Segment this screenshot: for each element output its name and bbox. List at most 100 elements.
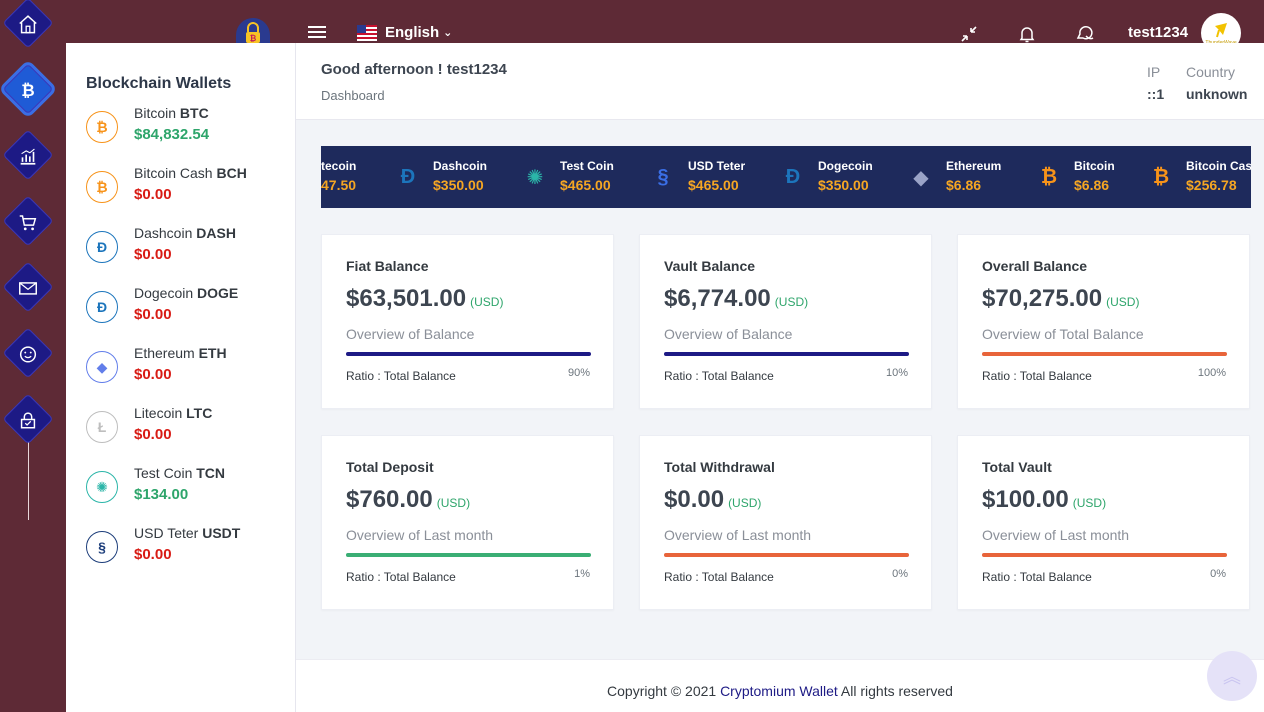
bitcoin-icon: ₿ bbox=[21, 82, 34, 100]
usdt-icon: § bbox=[86, 531, 118, 563]
ticker-coin-price: 47.50 bbox=[321, 177, 357, 193]
rail-home-button[interactable] bbox=[2, 0, 54, 49]
litecoin-icon: Ł bbox=[86, 411, 118, 443]
wallet-balance: $0.00 bbox=[134, 546, 172, 563]
card-title: Fiat Balance bbox=[346, 258, 429, 274]
balance-card: Fiat Balance $63,501.00 (USD) Overview of B… bbox=[321, 234, 614, 409]
hamburger-menu-icon[interactable] bbox=[308, 26, 326, 42]
bell-icon[interactable] bbox=[1017, 24, 1037, 44]
card-amount: $100.00 (USD) bbox=[982, 486, 1107, 513]
card-title: Total Withdrawal bbox=[664, 459, 775, 475]
ticker-coin-name: tecoin bbox=[321, 159, 357, 173]
wallet-item[interactable]: ✺ Test Coin TCN $134.00 bbox=[86, 465, 286, 509]
wallet-item[interactable]: ₿ Bitcoin Cash BCH $0.00 bbox=[86, 165, 286, 209]
footer-brand-link[interactable]: Cryptomium Wallet bbox=[720, 683, 838, 699]
wallet-balance: $0.00 bbox=[134, 426, 172, 443]
us-flag-icon bbox=[357, 24, 377, 41]
card-amount: $0.00 (USD) bbox=[664, 486, 762, 513]
card-currency: (USD) bbox=[470, 295, 504, 309]
icon-rail: ₿ bbox=[0, 0, 66, 712]
language-selector[interactable]: English ⌄ bbox=[357, 24, 452, 41]
card-ratio-label: Ratio : Total Balance bbox=[982, 570, 1092, 584]
country-value: unknown bbox=[1186, 86, 1248, 102]
wallets-title: Blockchain Wallets bbox=[86, 75, 232, 92]
rail-analytics-button[interactable] bbox=[2, 129, 54, 181]
rail-messages-button[interactable] bbox=[2, 261, 54, 313]
ticker-coin-name: Dashcoin bbox=[433, 159, 488, 173]
card-progress-bar bbox=[346, 352, 591, 356]
card-amount: $6,774.00 (USD) bbox=[664, 285, 809, 312]
wallet-balance: $0.00 bbox=[134, 306, 172, 323]
card-subtitle: Overview of Last month bbox=[982, 527, 1130, 543]
ticker-coin-name: Test Coin bbox=[560, 159, 614, 173]
wallet-item[interactable]: § USD Teter USDT $0.00 bbox=[86, 525, 286, 569]
ip-label: IP bbox=[1147, 64, 1161, 80]
bitcoin-cash-icon: ₿ bbox=[86, 171, 118, 203]
wallet-balance: $134.00 bbox=[134, 486, 189, 503]
back-to-top-button[interactable]: ︽ bbox=[1207, 651, 1257, 701]
wallet-item[interactable]: Đ Dogecoin DOGE $0.00 bbox=[86, 285, 286, 329]
ticker-coin-name: Bitcoin Cash bbox=[1186, 159, 1251, 173]
chart-bars-icon bbox=[20, 148, 36, 165]
card-currency: (USD) bbox=[1072, 496, 1107, 510]
wallet-name: Litecoin LTC bbox=[134, 405, 213, 421]
rail-shop-button[interactable] bbox=[2, 195, 54, 247]
chat-icon[interactable] bbox=[1075, 24, 1095, 44]
rail-profile-button[interactable] bbox=[2, 327, 54, 379]
ticker-coin-name: Dogecoin bbox=[818, 159, 873, 173]
wallet-name: USD Teter USDT bbox=[134, 525, 241, 541]
cart-icon bbox=[19, 215, 37, 231]
svg-text:₿: ₿ bbox=[21, 82, 34, 100]
dash-icon: Đ bbox=[400, 165, 416, 188]
balance-card: Overall Balance $70,275.00 (USD) Overview o… bbox=[957, 234, 1250, 409]
card-subtitle: Overview of Total Balance bbox=[982, 326, 1144, 342]
bitcoin-icon: ₿ bbox=[1040, 165, 1058, 188]
language-label: English bbox=[385, 24, 440, 41]
wallet-balance: $0.00 bbox=[134, 186, 172, 203]
wallet-item[interactable]: ₿ Bitcoin BTC $84,832.54 bbox=[86, 105, 286, 149]
ticker-coin-price: $6.86 bbox=[1074, 177, 1110, 193]
card-ratio-label: Ratio : Total Balance bbox=[346, 369, 456, 383]
wallets-sidebar: Blockchain Wallets ₿ Bitcoin BTC $84,832.5… bbox=[66, 43, 296, 712]
card-progress-bar bbox=[982, 553, 1227, 557]
wallet-item[interactable]: Đ Dashcoin DASH $0.00 bbox=[86, 225, 286, 269]
username-label[interactable]: test1234 bbox=[1128, 24, 1189, 41]
card-currency: (USD) bbox=[728, 496, 762, 510]
balance-card: Total Withdrawal $0.00 (USD) Overview of La… bbox=[639, 435, 932, 610]
collapse-screen-icon[interactable] bbox=[959, 24, 979, 44]
ticker-coin-name: USD Teter bbox=[688, 159, 746, 173]
breadcrumb[interactable]: Dashboard bbox=[321, 88, 385, 103]
chevron-down-icon: ⌄ bbox=[443, 27, 453, 39]
card-percent: 100% bbox=[1197, 367, 1226, 379]
wallet-name: Ethereum ETH bbox=[134, 345, 227, 361]
ticker-coin-name: Bitcoin bbox=[1074, 159, 1115, 173]
greeting-text: Good afternoon ! test1234 bbox=[321, 61, 507, 78]
card-percent: 0% bbox=[892, 568, 908, 580]
dash-icon: Đ bbox=[86, 231, 118, 263]
rail-wallets-button[interactable]: ₿ bbox=[2, 63, 54, 115]
card-ratio-label: Ratio : Total Balance bbox=[346, 570, 456, 584]
ticker-coin-price: $256.78 bbox=[1186, 177, 1237, 193]
wallet-item[interactable]: Ł Litecoin LTC $0.00 bbox=[86, 405, 286, 449]
rail-vault-button[interactable] bbox=[2, 393, 54, 445]
card-progress-fill bbox=[346, 553, 591, 557]
balance-card: Vault Balance $6,774.00 (USD) Overview of B… bbox=[639, 234, 932, 409]
ticker-coin-name: Ethereum bbox=[946, 159, 1002, 173]
card-amount: $63,501.00 (USD) bbox=[346, 285, 504, 312]
card-amount: $70,275.00 (USD) bbox=[982, 285, 1140, 312]
card-percent: 0% bbox=[1210, 568, 1226, 580]
wallet-name: Bitcoin BTC bbox=[134, 105, 209, 121]
ticker-coin-price: $6.86 bbox=[946, 177, 982, 193]
wallet-name: Dashcoin DASH bbox=[134, 225, 236, 241]
bitcoin-cash-icon: ₿ bbox=[1152, 165, 1170, 188]
card-progress-bar bbox=[664, 352, 909, 356]
wallet-name: Bitcoin Cash BCH bbox=[134, 165, 247, 181]
card-ratio-label: Ratio : Total Balance bbox=[664, 369, 774, 383]
testcoin-icon: ✺ bbox=[86, 471, 118, 503]
card-progress-bar bbox=[664, 553, 909, 557]
card-title: Vault Balance bbox=[664, 258, 756, 274]
balance-card: Total Deposit $760.00 (USD) Overview of Las… bbox=[321, 435, 614, 610]
wallet-item[interactable]: ◆ Ethereum ETH $0.00 bbox=[86, 345, 286, 389]
wallet-name: Dogecoin DOGE bbox=[134, 285, 239, 301]
ethereum-icon: ◆ bbox=[86, 351, 118, 383]
